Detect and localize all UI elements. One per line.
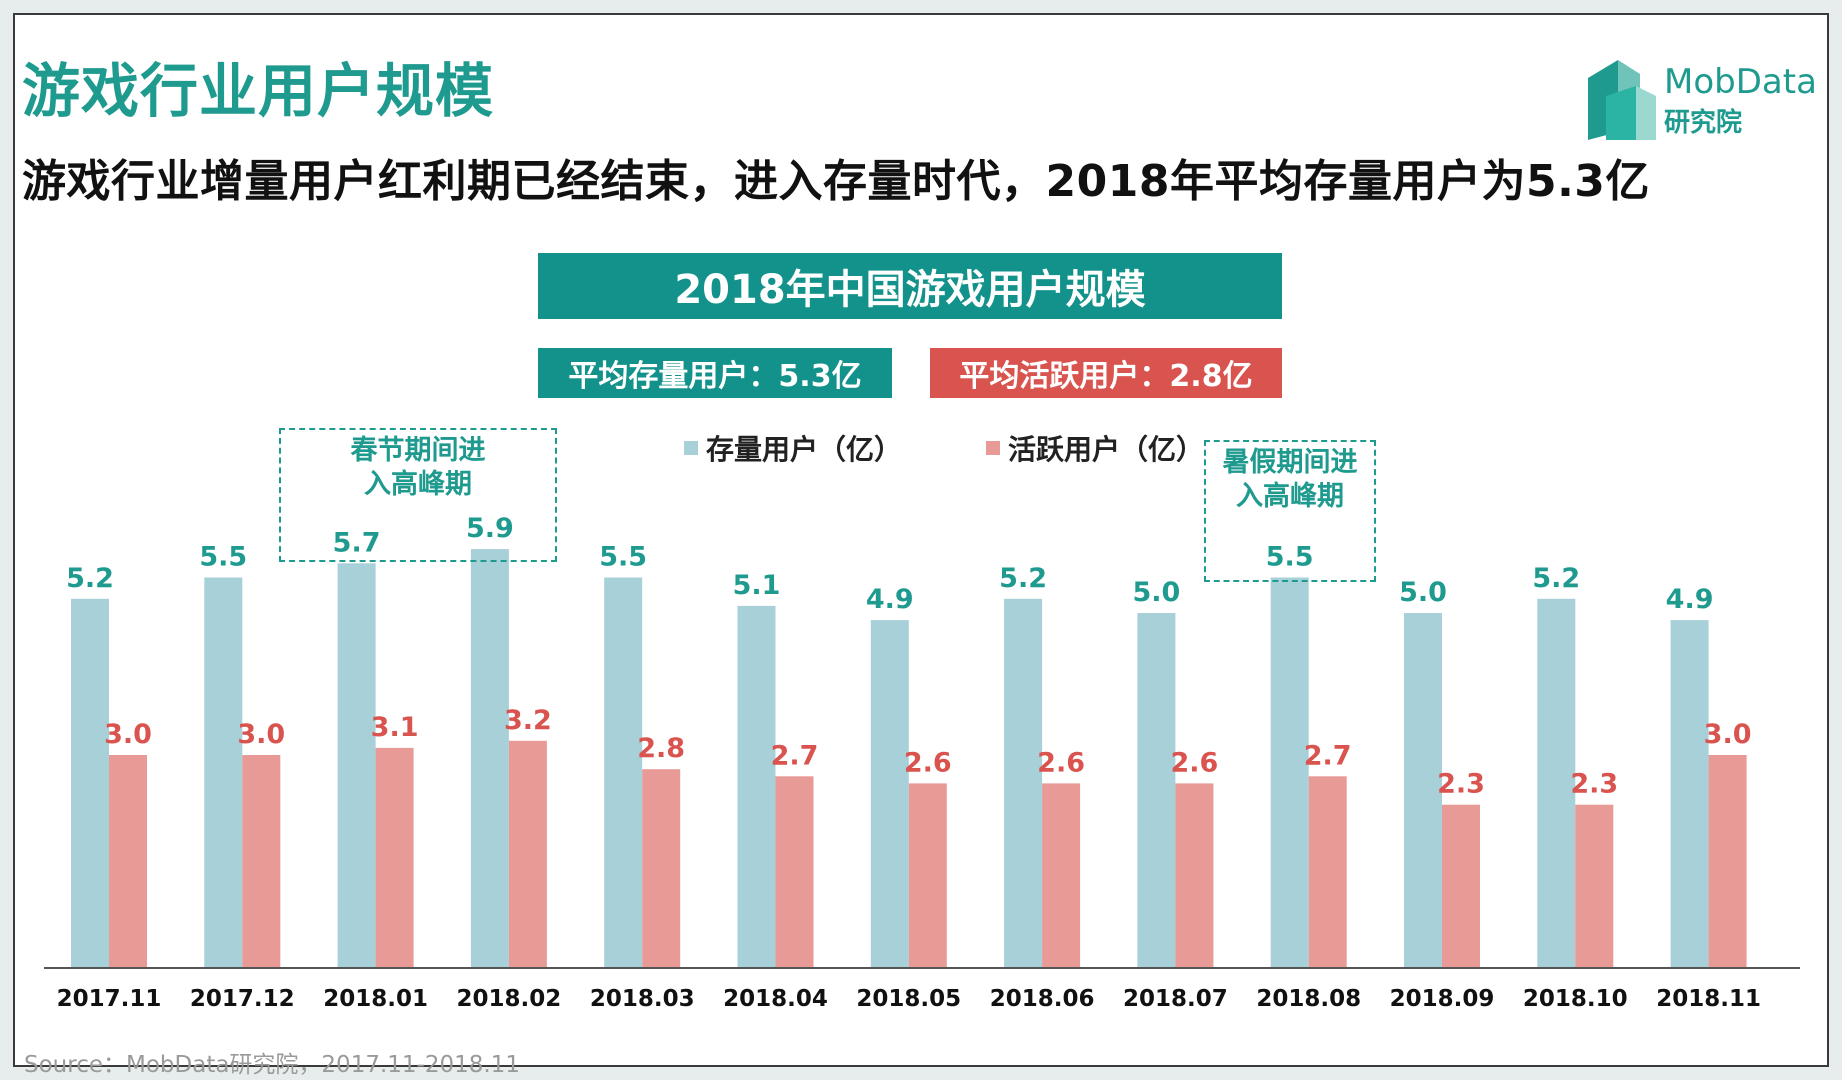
- legend-swatch-stock: [684, 441, 698, 455]
- x-tick-label-2018.11: 2018.11: [1656, 986, 1761, 1012]
- bars-layer: [71, 549, 1747, 968]
- page-title: 游戏行业用户规模: [22, 57, 495, 125]
- active-bar-2018.03: [642, 769, 681, 968]
- stock-bar-2018.11: [1670, 620, 1709, 968]
- annotation-summer-vacation: 暑假期间进 入高峰期: [1204, 440, 1376, 582]
- avg-stock-users-badge: 平均存量用户：5.3亿: [538, 348, 892, 398]
- active-value-label-2018.02: 3.2: [504, 705, 552, 736]
- stock-bar-2018.01: [337, 563, 376, 968]
- active-bar-2018.01: [375, 747, 414, 968]
- active-value-label-2018.01: 3.1: [371, 712, 419, 743]
- stock-bar-2017.12: [204, 577, 243, 968]
- stock-bar-2018.04: [737, 605, 776, 968]
- x-tick-label-2018.06: 2018.06: [990, 986, 1095, 1012]
- active-value-label-2018.10: 2.3: [1570, 769, 1618, 800]
- x-tick-label-2018.02: 2018.02: [457, 986, 562, 1012]
- active-value-label-2018.04: 2.7: [771, 740, 819, 771]
- active-bar-2017.11: [109, 755, 147, 968]
- x-tick-label-2018.01: 2018.01: [323, 986, 428, 1012]
- legend-swatch-active: [986, 441, 1000, 455]
- active-value-label-2018.05: 2.6: [904, 747, 952, 778]
- active-bar-2018.10: [1575, 804, 1614, 968]
- annotation-spring-festival: 春节期间进 入高峰期: [279, 428, 557, 562]
- page-subtitle: 游戏行业增量用户红利期已经结束，进入存量时代，2018年平均存量用户为5.3亿: [22, 156, 1650, 207]
- stock-value-label-2017.12: 5.5: [199, 542, 247, 573]
- active-bar-2018.08: [1308, 776, 1347, 968]
- active-bar-2018.05: [908, 783, 947, 968]
- x-tick-label-2018.04: 2018.04: [723, 986, 828, 1012]
- legend-item-active: 活跃用户（亿）: [986, 428, 1204, 468]
- x-tick-label-2018.07: 2018.07: [1123, 986, 1228, 1012]
- stock-bar-2018.09: [1404, 613, 1442, 968]
- x-tick-label-2017.12: 2017.12: [190, 986, 295, 1012]
- active-value-label-2017.12: 3.0: [237, 719, 285, 750]
- active-bar-2018.04: [775, 776, 814, 968]
- x-tick-label-2018.10: 2018.10: [1523, 986, 1628, 1012]
- active-value-label-2018.03: 2.8: [637, 733, 685, 764]
- logo-name-cn: 研究院: [1664, 108, 1743, 138]
- stock-bar-2017.11: [71, 598, 109, 968]
- stock-value-label-2018.03: 5.5: [599, 542, 647, 573]
- stock-value-label-2017.11: 5.2: [66, 563, 114, 594]
- active-bar-2018.11: [1708, 755, 1747, 968]
- stock-value-label-2018.02: 5.9: [466, 513, 514, 544]
- active-bar-2018.06: [1042, 783, 1081, 968]
- active-value-label-2018.09: 2.3: [1437, 769, 1485, 800]
- active-value-label-2018.07: 2.6: [1170, 747, 1218, 778]
- stock-bar-2018.03: [604, 577, 643, 968]
- stock-value-label-2018.05: 4.9: [866, 584, 914, 615]
- x-tick-label-2018.03: 2018.03: [590, 986, 695, 1012]
- stock-value-label-2018.01: 5.7: [333, 527, 381, 558]
- legend-label-active: 活跃用户（亿）: [1008, 433, 1205, 466]
- x-tick-label-2018.05: 2018.05: [856, 986, 961, 1012]
- stock-value-label-2018.08: 5.5: [1266, 542, 1314, 573]
- x-tick-label-2018.09: 2018.09: [1390, 986, 1495, 1012]
- legend-label-stock: 存量用户（亿）: [706, 433, 903, 466]
- building-logo-icon: [1588, 60, 1656, 140]
- stock-value-label-2018.09: 5.0: [1399, 577, 1447, 608]
- logo-name-en: MobData: [1664, 62, 1817, 102]
- stock-value-label-2018.06: 5.2: [999, 563, 1047, 594]
- active-bar-2018.09: [1442, 804, 1480, 968]
- active-bar-2018.02: [508, 740, 547, 968]
- stock-value-label-2018.07: 5.0: [1132, 577, 1180, 608]
- active-value-label-2017.11: 3.0: [104, 719, 152, 750]
- x-tick-label-2018.08: 2018.08: [1256, 986, 1361, 1012]
- active-value-label-2018.06: 2.6: [1037, 747, 1085, 778]
- stock-bar-2018.06: [1004, 598, 1043, 968]
- stock-bar-2018.02: [470, 549, 509, 968]
- active-value-label-2018.11: 3.0: [1704, 719, 1752, 750]
- chart-title: 2018年中国游戏用户规模: [538, 253, 1282, 319]
- active-bar-2017.12: [242, 755, 281, 968]
- mobdata-logo: MobData 研究院: [1578, 56, 1818, 140]
- labels-layer: 5.2 3.0 2017.11 5.5 3.0 2017.12 5.7 3.1 2018.01 5…: [57, 513, 1761, 1012]
- stock-value-label-2018.04: 5.1: [733, 570, 781, 601]
- active-bar-2018.07: [1175, 783, 1214, 968]
- active-value-label-2018.08: 2.7: [1304, 740, 1352, 771]
- stock-bar-2018.07: [1137, 613, 1176, 968]
- avg-active-users-badge: 平均活跃用户：2.8亿: [930, 348, 1282, 398]
- stock-bar-2018.08: [1270, 577, 1309, 968]
- stock-value-label-2018.11: 4.9: [1666, 584, 1714, 615]
- stock-bar-2018.10: [1537, 598, 1576, 968]
- source-note: Source：MobData研究院，2017.11-2018.11: [24, 1052, 520, 1078]
- legend-item-stock: 存量用户（亿）: [684, 428, 902, 468]
- stock-bar-2018.05: [870, 620, 909, 968]
- stock-value-label-2018.10: 5.2: [1532, 563, 1580, 594]
- x-tick-label-2017.11: 2017.11: [57, 986, 162, 1012]
